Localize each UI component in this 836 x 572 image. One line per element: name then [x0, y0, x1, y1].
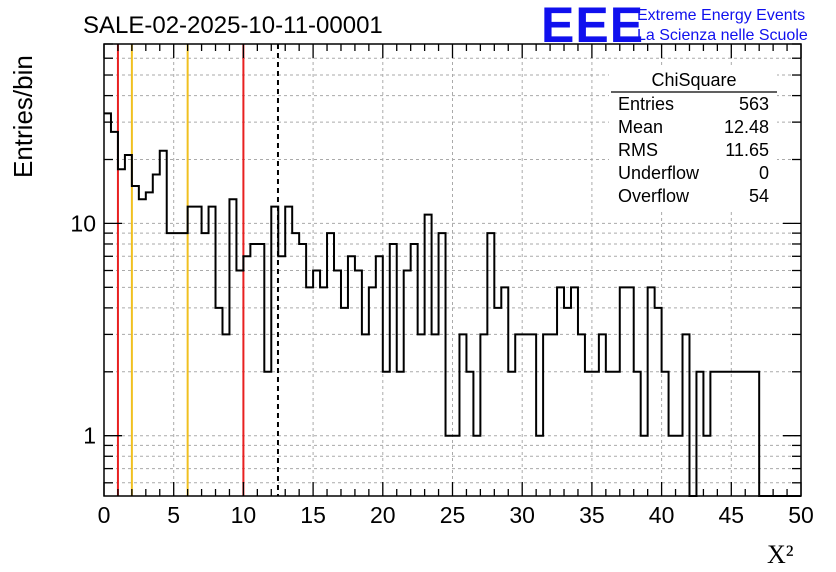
- x-tick-label: 15: [300, 502, 326, 528]
- stats-row-value: 563: [739, 94, 769, 114]
- logo-line-1: Extreme Energy Events: [637, 7, 805, 24]
- x-tick-label: 0: [98, 502, 111, 528]
- x-tick-label: 25: [440, 502, 466, 528]
- marker-lines: [116, 44, 279, 496]
- logo-mark: EEE: [541, 0, 644, 53]
- eee-logo: EEE Extreme Energy Events La Scienza nel…: [541, 0, 808, 53]
- stats-row-value: 12.48: [724, 117, 769, 137]
- x-tick-label: 40: [649, 502, 675, 528]
- histogram-line: [104, 112, 801, 497]
- x-tick-label: 10: [231, 502, 257, 528]
- x-tick-label: 30: [509, 502, 535, 528]
- y-tick-labels: 1 10: [70, 210, 96, 448]
- stats-row-label: Underflow: [618, 163, 700, 183]
- chart-title: SALE-02-2025-10-11-00001: [83, 12, 383, 39]
- y-tick-label: 1: [83, 423, 96, 449]
- y-axis-label: Entries/bin: [8, 55, 38, 178]
- stats-row-value: 11.65: [725, 140, 769, 160]
- stats-rows: Entries 563 Mean 12.48 RMS 11.65 Underflow 0 Ove…: [618, 94, 769, 206]
- x-tick-label: 5: [167, 502, 180, 528]
- stats-box: ChiSquare Entries 563 Mean 12.48 RMS 11.65 Und…: [609, 68, 777, 210]
- x-tick-label: 45: [719, 502, 745, 528]
- x-axis-label: X²: [767, 540, 794, 569]
- x-tick-label: 35: [579, 502, 605, 528]
- stats-title: ChiSquare: [651, 70, 736, 90]
- x-tick-label: 20: [370, 502, 396, 528]
- logo-line-2: La Scienza nelle Scuole: [637, 27, 808, 44]
- x-tick-label: 50: [788, 502, 814, 528]
- stats-row-label: Mean: [618, 117, 663, 137]
- stats-row-label: Overflow: [618, 186, 690, 206]
- stats-row-value: 54: [749, 186, 769, 206]
- stats-row-label: RMS: [618, 140, 658, 160]
- x-tick-labels: 0 5 10 15 20 25 30 35 40 45 50: [98, 502, 814, 528]
- stats-row-value: 0: [759, 163, 769, 183]
- stats-row-label: Entries: [618, 94, 674, 114]
- axis-ticks: [103, 43, 802, 496]
- y-tick-label: 10: [70, 210, 96, 236]
